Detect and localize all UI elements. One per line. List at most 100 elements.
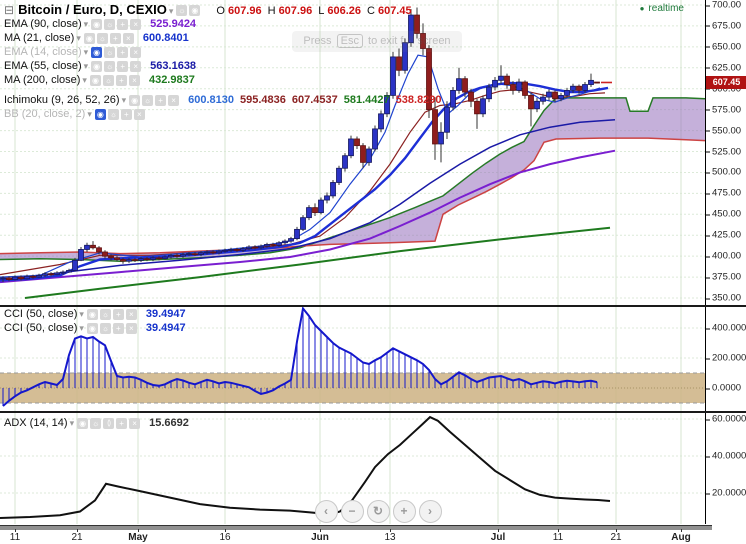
indicator-name[interactable]: EMA (14, close) <box>4 46 82 58</box>
candle-body <box>18 276 24 280</box>
eye-icon[interactable]: ◉ <box>86 308 98 320</box>
candle-body <box>54 272 60 275</box>
chevron-down-icon[interactable]: ▾ <box>83 61 89 71</box>
indicator-name[interactable]: MA (200, close) <box>4 74 81 86</box>
close-icon[interactable]: × <box>125 308 137 320</box>
zoom-in-button[interactable]: + <box>392 500 416 523</box>
plus-icon[interactable]: + <box>112 308 124 320</box>
pane-divider-main-cci[interactable] <box>0 305 746 307</box>
indicator-name[interactable]: BB (20, close, 2) <box>4 108 86 120</box>
eye-icon[interactable]: ◉ <box>77 417 89 429</box>
zoom-out-button[interactable]: − <box>340 500 364 523</box>
indicator-name[interactable]: EMA (55, close) <box>4 60 82 72</box>
gear-icon[interactable]: ☼ <box>107 108 119 120</box>
reset-view-button[interactable]: ↻ <box>366 500 390 523</box>
close-icon[interactable]: × <box>130 18 142 30</box>
plus-icon[interactable]: + <box>120 108 132 120</box>
esc-keycap: Esc <box>336 34 363 48</box>
indicator-value: 15.6692 <box>149 417 189 429</box>
indicator-values: 563.1638 <box>150 60 202 72</box>
eye-icon[interactable]: ◉ <box>86 322 98 334</box>
indicator-name[interactable]: EMA (90, close) <box>4 18 82 30</box>
chevron-down-icon[interactable]: ▾ <box>79 309 84 319</box>
candle-body <box>522 81 528 96</box>
gear-icon[interactable]: ☼ <box>176 5 188 17</box>
pane-divider-cci-adx[interactable] <box>0 411 746 413</box>
candle-body <box>576 85 582 91</box>
plus-icon[interactable]: + <box>112 322 124 334</box>
indicator-name[interactable]: CCI (50, close) <box>4 322 78 334</box>
collapse-pane-icon[interactable]: ⊟ <box>4 3 15 17</box>
candle-body <box>120 259 126 262</box>
indicator-values: 600.8130 595.4836 607.4537 581.4427 538.8290 <box>188 94 447 106</box>
plus-icon[interactable]: + <box>117 18 129 30</box>
plus-icon[interactable]: + <box>155 94 167 106</box>
chevron-down-icon[interactable]: ▾ <box>69 418 75 428</box>
gear-icon[interactable]: ☼ <box>104 46 116 58</box>
close-icon[interactable]: × <box>130 60 142 72</box>
indicator-name[interactable]: ADX (14, 14) <box>4 417 68 429</box>
price-axis[interactable]: 700.00675.00650.00625.00600.00575.00550.… <box>705 0 746 525</box>
eye-icon[interactable]: ◉ <box>129 94 141 106</box>
chart-canvas[interactable] <box>0 0 705 525</box>
candle-body <box>198 252 204 255</box>
gear-icon[interactable]: ☼ <box>96 32 108 44</box>
eye-icon[interactable]: ◉ <box>83 32 95 44</box>
indicator-name[interactable]: MA (21, close) <box>4 32 75 44</box>
eye-icon[interactable]: ◉ <box>91 46 103 58</box>
realtime-status: ● realtime <box>640 3 684 14</box>
gear-icon[interactable]: ☼ <box>90 417 102 429</box>
time-axis[interactable]: 11 21 May 16 Jun 13 Jul 11 21 Aug <box>0 524 746 544</box>
time-axis-label: 13 <box>384 532 396 543</box>
eye-icon[interactable]: ◉ <box>91 18 103 30</box>
time-tick <box>681 529 682 532</box>
chevron-down-icon[interactable]: ▾ <box>83 47 89 57</box>
chevron-down-icon[interactable]: ▾ <box>121 95 127 105</box>
plus-icon[interactable]: + <box>117 60 129 72</box>
close-icon[interactable]: × <box>130 46 142 58</box>
candle-body <box>318 199 324 214</box>
candle-body <box>150 257 156 260</box>
chevron-down-icon[interactable]: ▾ <box>79 323 84 333</box>
chevron-down-icon[interactable]: ▾ <box>82 75 87 85</box>
plus-icon[interactable]: + <box>115 74 127 86</box>
eye-icon[interactable]: ◉ <box>89 74 101 86</box>
indicator-name[interactable]: Ichimoku (9, 26, 52, 26) <box>4 94 120 106</box>
time-tick <box>498 529 499 532</box>
gear-icon[interactable]: ☼ <box>104 60 116 72</box>
eye-icon[interactable]: ◉ <box>91 60 103 72</box>
candle-body <box>90 244 96 249</box>
price-axis-label: 475.00 <box>705 187 742 199</box>
eye-icon[interactable]: ◉ <box>94 108 106 120</box>
symbol-title[interactable]: Bitcoin / Euro, D, CEXIO <box>18 2 167 17</box>
close-icon[interactable]: × <box>129 417 141 429</box>
close-icon[interactable]: × <box>168 94 180 106</box>
parens-icon[interactable]: () <box>103 417 115 429</box>
gear-icon[interactable]: ☼ <box>102 74 114 86</box>
gear-icon[interactable]: ☼ <box>142 94 154 106</box>
cci-axis-label: 0.0000 <box>705 382 742 394</box>
chevron-down-icon[interactable]: ▾ <box>168 6 174 16</box>
pan-left-button[interactable]: ‹ <box>314 500 338 523</box>
gear-icon[interactable]: ☼ <box>99 322 111 334</box>
plus-icon[interactable]: + <box>117 46 129 58</box>
close-icon[interactable]: × <box>122 32 134 44</box>
close-icon[interactable]: × <box>128 74 140 86</box>
candle-body <box>546 91 552 98</box>
eye-icon[interactable]: ◉ <box>189 5 201 17</box>
indicator-value: 595.4836 <box>239 94 286 106</box>
pan-right-button[interactable]: › <box>418 500 442 523</box>
time-axis-label: 11 <box>9 532 21 543</box>
chevron-down-icon[interactable]: ▾ <box>87 109 92 119</box>
plus-icon[interactable]: + <box>116 417 128 429</box>
chevron-down-icon[interactable]: ▾ <box>76 33 81 43</box>
gear-icon[interactable]: ☼ <box>104 18 116 30</box>
close-icon[interactable]: × <box>133 108 145 120</box>
candle-body <box>48 273 54 276</box>
gear-icon[interactable]: ☼ <box>99 308 111 320</box>
time-axis-bar <box>0 525 712 530</box>
plus-icon[interactable]: + <box>109 32 121 44</box>
chevron-down-icon[interactable]: ▾ <box>83 19 89 29</box>
indicator-name[interactable]: CCI (50, close) <box>4 308 78 320</box>
close-icon[interactable]: × <box>125 322 137 334</box>
